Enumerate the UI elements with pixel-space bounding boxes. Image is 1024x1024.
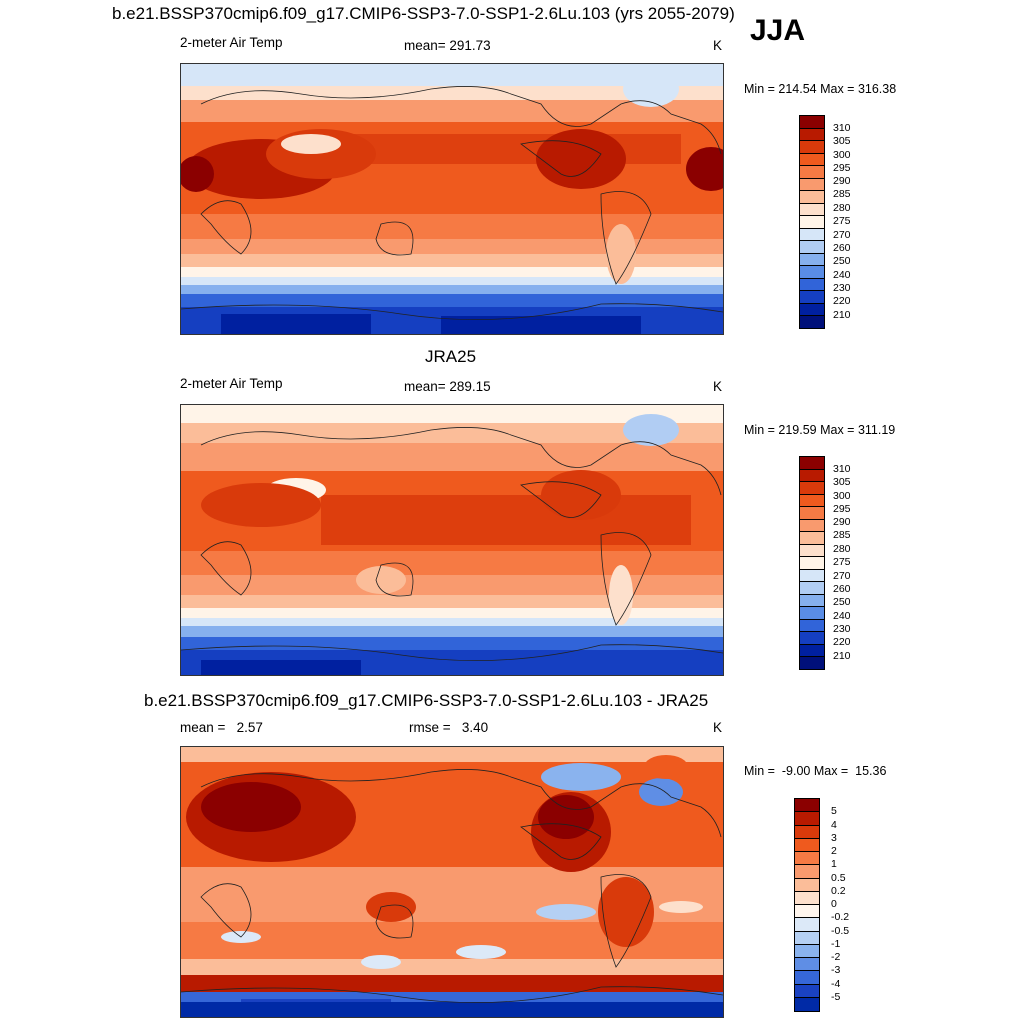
panel2-title: JRA25 (425, 347, 477, 366)
panel1-cbar-label: 290 (833, 175, 851, 187)
panel2-cbar-label: 230 (833, 623, 851, 635)
panel2-cbar-label: 305 (833, 476, 851, 488)
panel2-cbar-label: 285 (833, 529, 851, 541)
panel2-cbar-label: 260 (833, 583, 851, 595)
panel3-mean: mean = 2.57 (180, 720, 263, 735)
panel3-cbar-label: 2 (831, 845, 837, 857)
panel2-cbar-label: 295 (833, 503, 851, 515)
panel1-variable: 2-meter Air Temp (180, 35, 283, 50)
panel1-map (180, 63, 724, 335)
panel2-map (180, 404, 724, 676)
panel3-rmse: rmse = 3.40 (409, 720, 489, 735)
panel1-cbar-label: 310 (833, 122, 851, 134)
panel1-cbar-label: 300 (833, 149, 851, 161)
panel2-cbar-label: 210 (833, 650, 851, 662)
panel3-cbar-label: 0.2 (831, 885, 846, 897)
panel2-map-field (181, 405, 723, 675)
panel1-cbar-label: 210 (833, 309, 851, 321)
panel2-units: K (713, 379, 723, 394)
season-label: JJA (750, 14, 806, 47)
panel1-cbar-label: 230 (833, 282, 851, 294)
panel1-minmax: Min = 214.54 Max = 316.38 (744, 82, 897, 96)
panel1-cbar-label: 275 (833, 215, 851, 227)
panel3-cbar-label: -2 (831, 951, 841, 963)
panel2-mean: mean= 289.15 (404, 379, 491, 394)
panel3-colorbar (794, 798, 820, 1012)
panel1-cbar-label: 250 (833, 255, 851, 267)
panel3-cbar-label: -1 (831, 938, 841, 950)
panel1-units: K (713, 38, 723, 53)
panel3-cbar-label: -4 (831, 978, 841, 990)
panel2-cbar-label: 310 (833, 463, 851, 475)
figure-title: b.e21.BSSP370cmip6.f09_g17.CMIP6-SSP3-7.… (112, 4, 735, 23)
panel3-cbar-label: 5 (831, 805, 837, 817)
panel3-cbar-label: -3 (831, 964, 841, 976)
panel2-cbar-label: 290 (833, 516, 851, 528)
panel1-cbar-label: 220 (833, 295, 851, 307)
panel1-mean: mean= 291.73 (404, 38, 491, 53)
panel2-cbar-label: 270 (833, 570, 851, 582)
panel2-colorbar (799, 456, 825, 670)
panel3-cbar-label: -5 (831, 991, 841, 1003)
panel2-cbar-label: 300 (833, 490, 851, 502)
panel3-cbar-label: -0.5 (831, 925, 850, 937)
panel1-map-field (181, 64, 723, 334)
panel3-cbar-label: 0 (831, 898, 837, 910)
panel3-minmax: Min = -9.00 Max = 15.36 (744, 764, 887, 778)
panel1-cbar-label: 280 (833, 202, 851, 214)
panel3-title: b.e21.BSSP370cmip6.f09_g17.CMIP6-SSP3-7.… (144, 691, 709, 710)
panel3-map-field (181, 747, 723, 1017)
panel2-cbar-label: 240 (833, 610, 851, 622)
panel1-colorbar (799, 115, 825, 329)
panel3-map (180, 746, 724, 1018)
panel2-cbar-label: 275 (833, 556, 851, 568)
panel1-cbar-label: 285 (833, 188, 851, 200)
panel2-cbar-label: 280 (833, 543, 851, 555)
panel2-cbar-label: 220 (833, 636, 851, 648)
panel2-cbar-label: 250 (833, 596, 851, 608)
panel3-cbar-label: 1 (831, 858, 837, 870)
panel1-cbar-label: 270 (833, 229, 851, 241)
panel1-cbar-label: 240 (833, 269, 851, 281)
panel3-cbar-label: 3 (831, 832, 837, 844)
panel1-cbar-label: 260 (833, 242, 851, 254)
panel3-cbar-label: 4 (831, 819, 837, 831)
panel3-cbar-label: 0.5 (831, 872, 846, 884)
panel2-minmax: Min = 219.59 Max = 311.19 (744, 423, 896, 437)
panel1-cbar-label: 305 (833, 135, 851, 147)
panel1-cbar-label: 295 (833, 162, 851, 174)
panel2-variable: 2-meter Air Temp (180, 376, 283, 391)
panel3-cbar-label: -0.2 (831, 911, 850, 923)
panel3-units: K (713, 720, 723, 735)
